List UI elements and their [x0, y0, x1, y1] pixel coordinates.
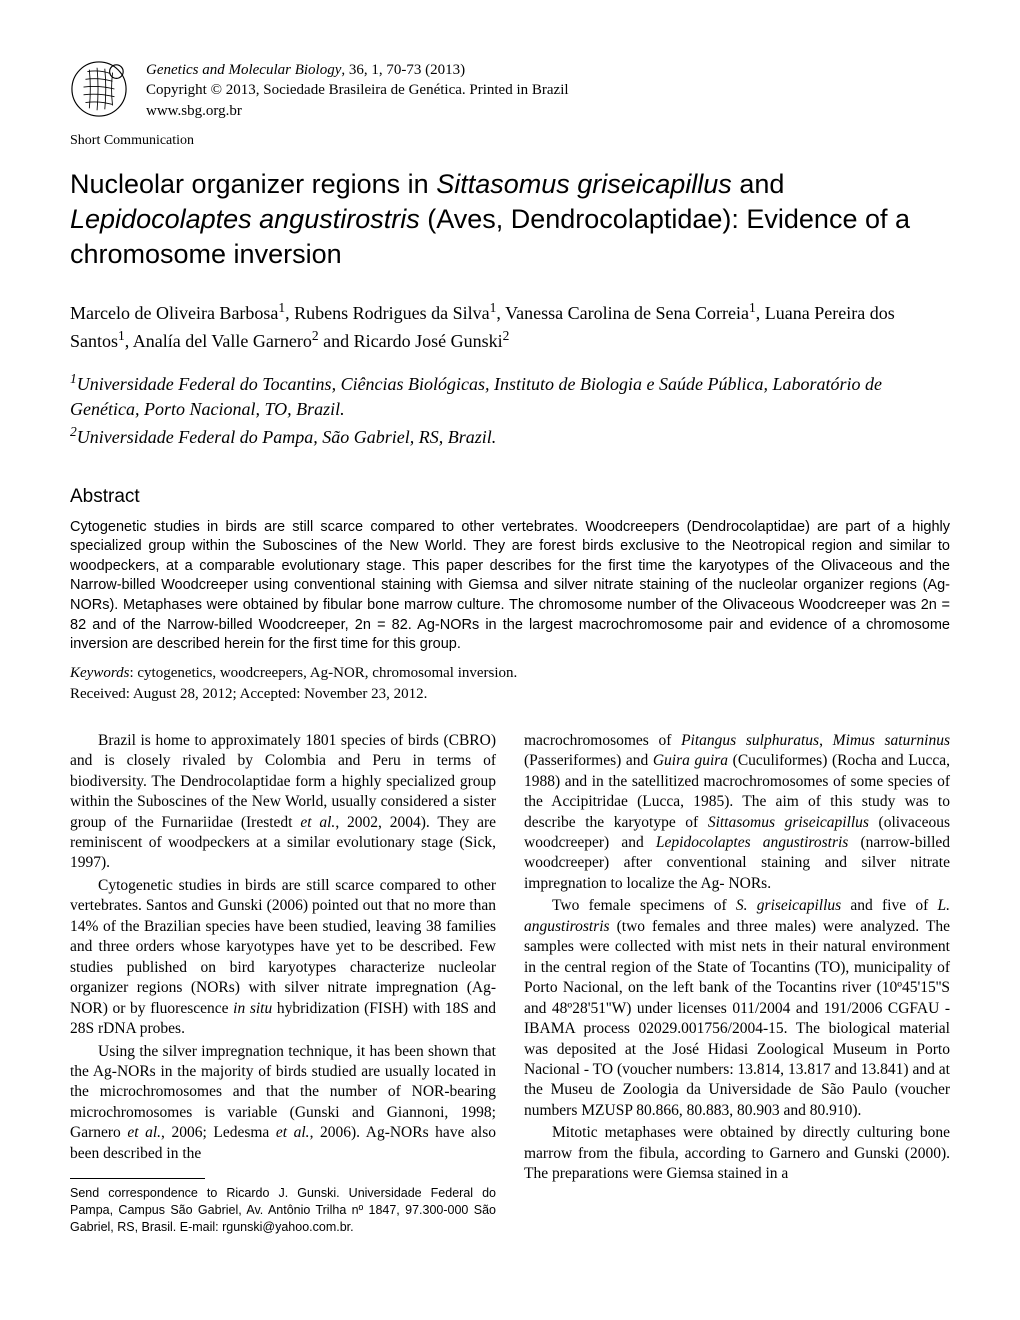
body-paragraph: Two female specimens of S. griseicapillu…: [524, 896, 950, 1121]
keywords-line: Keywords: cytogenetics, woodcreepers, Ag…: [70, 665, 950, 682]
keywords-label: Keywords: [70, 665, 129, 681]
left-column: Brazil is home to approximately 1801 spe…: [70, 731, 496, 1238]
journal-logo-icon: [70, 60, 128, 118]
page-container: Genetics and Molecular Biology, 36, 1, 7…: [0, 0, 1020, 1288]
correspondence-divider: [70, 1178, 205, 1179]
body-paragraph: Mitotic metaphases were obtained by dire…: [524, 1123, 950, 1184]
right-column: macrochromosomes of Pitangus sulphuratus…: [524, 731, 950, 1238]
website-line: www.sbg.org.br: [146, 101, 569, 121]
affiliations: 1Universidade Federal do Tocantins, Ciên…: [70, 370, 950, 450]
affiliation-1: Universidade Federal do Tocantins, Ciênc…: [70, 374, 882, 419]
copyright-line: Copyright © 2013, Sociedade Brasileira d…: [146, 80, 569, 100]
keywords-text: : cytogenetics, woodcreepers, Ag-NOR, ch…: [129, 665, 517, 681]
title-and: and: [732, 169, 785, 199]
dates-line: Received: August 28, 2012; Accepted: Nov…: [70, 686, 950, 703]
title-species-1: Sittasomus griseicapillus: [436, 169, 732, 199]
abstract-heading: Abstract: [70, 486, 950, 508]
body-columns: Brazil is home to approximately 1801 spe…: [70, 731, 950, 1238]
journal-citation: Genetics and Molecular Biology, 36, 1, 7…: [146, 60, 569, 80]
body-paragraph: Brazil is home to approximately 1801 spe…: [70, 731, 496, 874]
abstract-text: Cytogenetic studies in birds are still s…: [70, 518, 950, 655]
header-meta: Genetics and Molecular Biology, 36, 1, 7…: [146, 60, 569, 121]
header-row: Genetics and Molecular Biology, 36, 1, 7…: [70, 60, 950, 121]
article-title: Nucleolar organizer regions in Sittasomu…: [70, 167, 950, 272]
correspondence-text: Send correspondence to Ricardo J. Gunski…: [70, 1185, 496, 1236]
body-paragraph: Cytogenetic studies in birds are still s…: [70, 876, 496, 1040]
author-list: Marcelo de Oliveira Barbosa1, Rubens Rod…: [70, 298, 950, 354]
body-paragraph: macrochromosomes of Pitangus sulphuratus…: [524, 731, 950, 895]
affiliation-2: Universidade Federal do Pampa, São Gabri…: [77, 427, 496, 447]
title-part-1: Nucleolar organizer regions in: [70, 169, 436, 199]
body-paragraph: Using the silver impregnation technique,…: [70, 1042, 496, 1165]
title-species-2: Lepidocolaptes angustirostris: [70, 204, 420, 234]
section-label: Short Communication: [70, 133, 950, 149]
